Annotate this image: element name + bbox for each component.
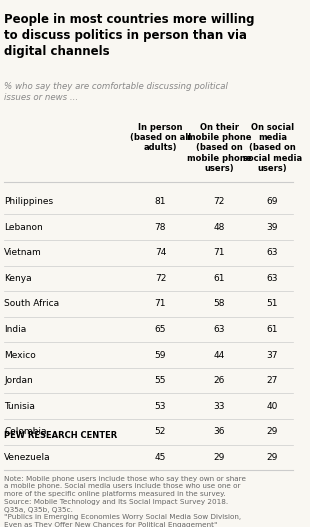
Text: 51: 51 xyxy=(267,299,278,308)
Text: India: India xyxy=(4,325,27,334)
Text: Jordan: Jordan xyxy=(4,376,33,385)
Text: 81: 81 xyxy=(155,197,166,206)
Text: 29: 29 xyxy=(267,427,278,436)
Text: Venezuela: Venezuela xyxy=(4,453,51,462)
Text: 44: 44 xyxy=(214,350,225,359)
Text: 72: 72 xyxy=(214,197,225,206)
Text: South Africa: South Africa xyxy=(4,299,60,308)
Text: 53: 53 xyxy=(155,402,166,411)
Text: 71: 71 xyxy=(155,299,166,308)
Text: 37: 37 xyxy=(267,350,278,359)
Text: Philippines: Philippines xyxy=(4,197,53,206)
Text: Note: Mobile phone users include those who say they own or share
a mobile phone.: Note: Mobile phone users include those w… xyxy=(4,475,246,527)
Text: Tunisia: Tunisia xyxy=(4,402,35,411)
Text: 61: 61 xyxy=(214,274,225,283)
Text: 61: 61 xyxy=(267,325,278,334)
Text: 40: 40 xyxy=(267,402,278,411)
Text: 74: 74 xyxy=(155,248,166,257)
Text: 26: 26 xyxy=(214,376,225,385)
Text: Colombia: Colombia xyxy=(4,427,47,436)
Text: 45: 45 xyxy=(155,453,166,462)
Text: 59: 59 xyxy=(155,350,166,359)
Text: 48: 48 xyxy=(214,223,225,232)
Text: 52: 52 xyxy=(155,427,166,436)
Text: In person
(based on all
adults): In person (based on all adults) xyxy=(130,122,191,152)
Text: 65: 65 xyxy=(155,325,166,334)
Text: 63: 63 xyxy=(267,248,278,257)
Text: PEW RESEARCH CENTER: PEW RESEARCH CENTER xyxy=(4,431,117,440)
Text: 39: 39 xyxy=(267,223,278,232)
Text: 63: 63 xyxy=(214,325,225,334)
Text: Vietnam: Vietnam xyxy=(4,248,42,257)
Text: 29: 29 xyxy=(214,453,225,462)
Text: Kenya: Kenya xyxy=(4,274,32,283)
Text: 71: 71 xyxy=(214,248,225,257)
Text: 58: 58 xyxy=(214,299,225,308)
Text: 36: 36 xyxy=(214,427,225,436)
Text: 27: 27 xyxy=(267,376,278,385)
Text: On social
media
(based on
social media
users): On social media (based on social media u… xyxy=(243,122,302,173)
Text: 55: 55 xyxy=(155,376,166,385)
Text: 69: 69 xyxy=(267,197,278,206)
Text: 72: 72 xyxy=(155,274,166,283)
Text: 78: 78 xyxy=(155,223,166,232)
Text: Mexico: Mexico xyxy=(4,350,36,359)
Text: 29: 29 xyxy=(267,453,278,462)
Text: 33: 33 xyxy=(214,402,225,411)
Text: People in most countries more willing
to discuss politics in person than via
dig: People in most countries more willing to… xyxy=(4,13,255,57)
Text: % who say they are comfortable discussing political
issues or news ...: % who say they are comfortable discussin… xyxy=(4,82,228,102)
Text: On their
mobile phone
(based on
mobile phone
users): On their mobile phone (based on mobile p… xyxy=(187,122,252,173)
Text: Lebanon: Lebanon xyxy=(4,223,43,232)
Text: 63: 63 xyxy=(267,274,278,283)
